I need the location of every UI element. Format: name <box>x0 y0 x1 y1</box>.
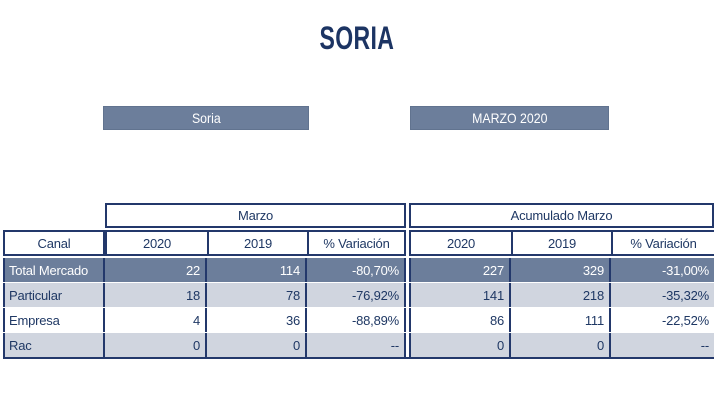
row-rac-label: Rac <box>3 333 105 357</box>
row-empresa-marzo-2020: 4 <box>105 308 207 332</box>
row-rac-marzo-2019: 0 <box>207 333 307 357</box>
data-table: Marzo Acumulado Marzo Canal 2020 2019 % … <box>3 203 714 359</box>
row-empresa-label: Empresa <box>3 308 105 332</box>
row-particular-marzo-variacion: -76,92% <box>307 283 406 307</box>
row-particular-acum-2019: 218 <box>511 283 611 307</box>
column-header-marzo-2019: 2019 <box>207 230 307 256</box>
row-total-mercado-marzo-2019: 114 <box>207 258 307 282</box>
row-rac-marzo-2020: 0 <box>105 333 207 357</box>
row-rac-acum-variacion: -- <box>611 333 714 357</box>
row-rac-acum-2020: 0 <box>409 333 511 357</box>
row-empresa-marzo-2019: 36 <box>207 308 307 332</box>
row-total-mercado-acum-2020: 227 <box>409 258 511 282</box>
row-rac-marzo-variacion: -- <box>307 333 406 357</box>
row-total-mercado-label: Total Mercado <box>3 258 105 282</box>
row-total-mercado-marzo-2020: 22 <box>105 258 207 282</box>
row-empresa-acum-variacion: -22,52% <box>611 308 714 332</box>
row-total-mercado-marzo-variacion: -80,70% <box>307 258 406 282</box>
region-banner: Soria <box>103 106 309 130</box>
column-header-acum-2020: 2020 <box>409 230 511 256</box>
row-empresa-acum-2019: 111 <box>511 308 611 332</box>
row-particular-acum-2020: 141 <box>409 283 511 307</box>
row-particular-marzo-2020: 18 <box>105 283 207 307</box>
row-empresa-acum-2020: 86 <box>409 308 511 332</box>
period-banner: MARZO 2020 <box>410 106 609 130</box>
row-particular-label: Particular <box>3 283 105 307</box>
row-total-mercado-acum-2019: 329 <box>511 258 611 282</box>
period-banner-label: MARZO 2020 <box>471 110 548 126</box>
row-particular-acum-variacion: -35,32% <box>611 283 714 307</box>
row-empresa-marzo-variacion: -88,89% <box>307 308 406 332</box>
column-header-acum-2019: 2019 <box>511 230 611 256</box>
group-header-marzo: Marzo <box>105 203 406 228</box>
group-header-acumulado: Acumulado Marzo <box>409 203 714 228</box>
row-rac-acum-2019: 0 <box>511 333 611 357</box>
page-title-wrap: SORIA <box>0 20 714 57</box>
row-total-mercado-acum-variacion: -31,00% <box>611 258 714 282</box>
row-particular-marzo-2019: 78 <box>207 283 307 307</box>
column-header-canal: Canal <box>3 230 105 256</box>
column-header-marzo-2020: 2020 <box>105 230 207 256</box>
column-header-acum-variacion: % Variación <box>611 230 714 256</box>
page-title: SORIA <box>319 20 395 56</box>
region-banner-label: Soria <box>191 110 221 126</box>
column-header-marzo-variacion: % Variación <box>307 230 406 256</box>
